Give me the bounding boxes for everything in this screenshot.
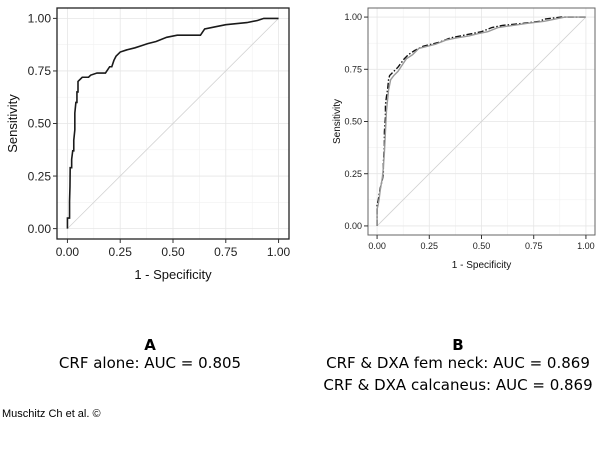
y-tick-label: 0.75 — [28, 64, 52, 78]
x-tick-label: 0.75 — [525, 241, 543, 251]
x-axis-label: 1 - Specificity — [134, 267, 212, 282]
x-tick-label: 0.50 — [161, 245, 185, 259]
panel-b-plot: 0.00 0.00 0.25 0.25 0.50 0.50 0.75 0.75 1.00 1.00… — [332, 7, 596, 271]
panel-b-letter: B — [452, 336, 464, 354]
x-tick-label: 1.00 — [577, 241, 595, 251]
x-axis-label: 1 - Specificity — [452, 260, 511, 271]
y-axis-label: Sensitivity — [5, 94, 20, 153]
panel-a-auc: CRF alone: AUC = 0.805 — [58, 354, 242, 372]
y-tick-label: 0.50 — [28, 117, 52, 131]
panel-a-letter: A — [144, 336, 156, 354]
x-tick-label: 0.75 — [214, 245, 238, 259]
x-tick-label: 0.25 — [109, 245, 133, 259]
x-tick-label: 0.00 — [368, 241, 386, 251]
panel-a-plot: 0.00 0.00 0.25 0.25 0.50 0.50 0.75 0.75 1.00 1.00… — [5, 7, 291, 282]
y-tick-label: 0.25 — [344, 169, 362, 179]
x-tick-label: 1.00 — [267, 245, 291, 259]
reference-diagonal — [67, 18, 279, 229]
panel-b-caption: B CRF & DXA fem neck: AUC = 0.869 CRF & … — [318, 336, 598, 394]
y-axis-label: Sensitivity — [332, 99, 343, 144]
y-tick-label: 0.00 — [344, 221, 362, 231]
reference-diagonal — [376, 16, 587, 227]
y-tick-label: 0.75 — [344, 64, 362, 74]
x-tick-label: 0.00 — [56, 245, 80, 259]
y-tick-label: 1.00 — [28, 12, 52, 26]
y-tick-label: 0.50 — [344, 117, 362, 127]
x-tick-label: 0.25 — [421, 241, 439, 251]
roc-curve-1 — [376, 16, 586, 226]
roc-curve-1 — [66, 17, 279, 229]
y-tick-label: 0.00 — [28, 222, 52, 236]
panel-b-auc-calcaneus: CRF & DXA calcaneus: AUC = 0.869 — [323, 376, 593, 394]
y-tick-label: 1.00 — [344, 12, 362, 22]
panel-b-auc-fem-neck: CRF & DXA fem neck: AUC = 0.869 — [326, 354, 590, 372]
roc-curve-2 — [376, 16, 586, 226]
x-tick-label: 0.50 — [473, 241, 491, 251]
y-tick-label: 0.25 — [28, 169, 52, 183]
panel-a-caption: A CRF alone: AUC = 0.805 — [40, 336, 260, 372]
credit-text: Muschitz Ch et al. © — [2, 408, 101, 420]
